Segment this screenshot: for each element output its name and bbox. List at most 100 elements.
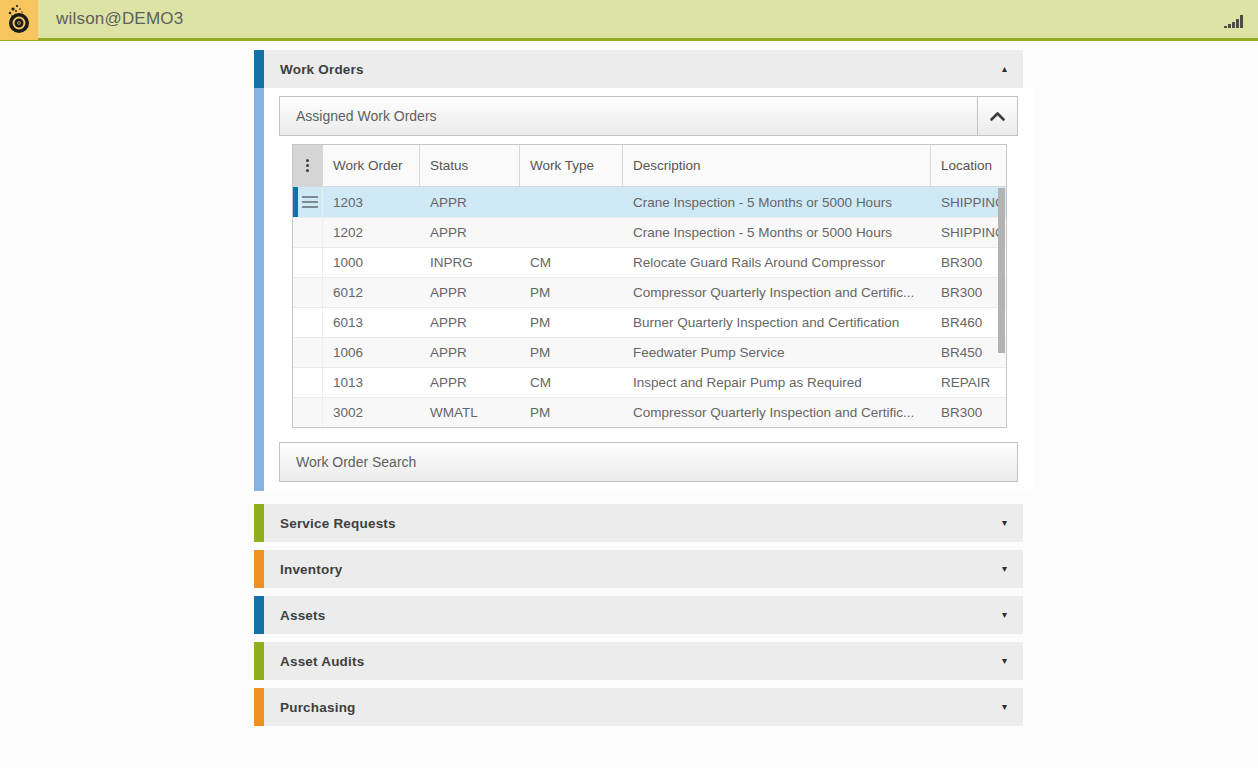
table-row[interactable]: 6012 APPR PM Compressor Quarterly Inspec… — [293, 277, 1006, 307]
work-order-search-label: Work Order Search — [280, 443, 1017, 481]
row-menu-cell[interactable] — [293, 338, 323, 367]
section-title: Purchasing — [280, 700, 356, 715]
section-work-orders: Work Orders ▴ Assigned Work Orders — [254, 50, 1023, 491]
row-menu-cell[interactable] — [293, 218, 323, 247]
vertical-ellipsis-icon — [306, 159, 309, 172]
cell-work-type: CM — [520, 368, 623, 397]
expand-arrow-icon[interactable]: ▾ — [1002, 564, 1007, 574]
expand-arrow-icon[interactable]: ▾ — [1002, 610, 1007, 620]
cell-work-order: 1013 — [323, 368, 420, 397]
cell-location: REPAIR — [931, 368, 1006, 397]
cell-work-type: PM — [520, 338, 623, 367]
section-service-requests[interactable]: Service Requests ▾ — [254, 504, 1023, 542]
cell-description: Compressor Quarterly Inspection and Cert… — [623, 278, 931, 307]
row-menu-cell[interactable] — [293, 368, 323, 397]
work-orders-table: Work Order Status Work Type Description … — [292, 144, 1007, 428]
row-menu-cell[interactable] — [293, 308, 323, 337]
section-accent-bar — [254, 550, 264, 588]
row-drag-handle-icon[interactable] — [302, 196, 318, 208]
work-orders-table-body: 1203 APPR Crane Inspection - 5 Months or… — [293, 187, 1006, 427]
cell-work-order: 6012 — [323, 278, 420, 307]
row-menu-cell[interactable] — [293, 278, 323, 307]
section-title: Assets — [280, 608, 325, 623]
cell-work-type: PM — [520, 308, 623, 337]
cell-status: APPR — [420, 187, 520, 217]
cell-work-order: 3002 — [323, 398, 420, 427]
cell-location: BR450 — [931, 338, 1006, 367]
table-row[interactable]: 1203 APPR Crane Inspection - 5 Months or… — [293, 187, 1006, 217]
section-title: Service Requests — [280, 516, 396, 531]
section-accent-bar — [254, 688, 264, 726]
table-row[interactable]: 6013 APPR PM Burner Quarterly Inspection… — [293, 307, 1006, 337]
cell-work-type: PM — [520, 398, 623, 427]
cell-location: BR300 — [931, 248, 1006, 277]
cell-description: Inspect and Repair Pump as Required — [623, 368, 931, 397]
expand-arrow-icon[interactable]: ▾ — [1002, 702, 1007, 712]
row-menu-cell[interactable] — [293, 187, 323, 217]
cell-status: APPR — [420, 218, 520, 247]
cell-work-type — [520, 187, 623, 217]
cell-work-order: 1000 — [323, 248, 420, 277]
cell-description: Crane Inspection - 5 Months or 5000 Hour… — [623, 187, 931, 217]
table-row[interactable]: 3002 WMATL PM Compressor Quarterly Inspe… — [293, 397, 1006, 427]
cell-work-type — [520, 218, 623, 247]
cell-description: Compressor Quarterly Inspection and Cert… — [623, 398, 931, 427]
table-row[interactable]: 1013 APPR CM Inspect and Repair Pump as … — [293, 367, 1006, 397]
table-row[interactable]: 1202 APPR Crane Inspection - 5 Months or… — [293, 217, 1006, 247]
assigned-work-orders-bar[interactable]: Assigned Work Orders — [279, 96, 1018, 136]
cell-work-order: 6013 — [323, 308, 420, 337]
cell-status: WMATL — [420, 398, 520, 427]
collapse-panel-button[interactable] — [977, 97, 1017, 135]
cell-work-type: CM — [520, 248, 623, 277]
cell-description: Burner Quarterly Inspection and Certific… — [623, 308, 931, 337]
collapse-arrow-icon[interactable]: ▴ — [1002, 64, 1007, 74]
top-bar: wilson@DEMO3 — [0, 0, 1258, 41]
cell-location: SHIPPING — [931, 187, 1006, 217]
cell-description: Crane Inspection - 5 Months or 5000 Hour… — [623, 218, 931, 247]
section-assets[interactable]: Assets ▾ — [254, 596, 1023, 634]
logged-in-user: wilson@DEMO3 — [56, 9, 183, 29]
work-orders-panel: Assigned Work Orders Work Order S — [254, 88, 1023, 491]
column-header-description[interactable]: Description — [623, 145, 931, 186]
cell-location: BR300 — [931, 398, 1006, 427]
cell-work-type: PM — [520, 278, 623, 307]
cell-location: BR300 — [931, 278, 1006, 307]
table-row[interactable]: 1000 INPRG CM Relocate Guard Rails Aroun… — [293, 247, 1006, 277]
section-accent-bar — [254, 642, 264, 680]
accordion-container: Work Orders ▴ Assigned Work Orders — [254, 50, 1023, 726]
column-header-location[interactable]: Location — [931, 145, 1006, 186]
table-scrollbar[interactable] — [998, 188, 1005, 353]
cell-status: INPRG — [420, 248, 520, 277]
expand-arrow-icon[interactable]: ▾ — [1002, 518, 1007, 528]
column-header-work-order[interactable]: Work Order — [323, 145, 420, 186]
table-options-header[interactable] — [293, 145, 323, 186]
chevron-up-icon — [990, 112, 1005, 121]
app-logo — [0, 0, 38, 40]
cell-location: BR460 — [931, 308, 1006, 337]
column-header-status[interactable]: Status — [420, 145, 520, 186]
section-title: Work Orders — [280, 62, 364, 77]
assigned-work-orders-label: Assigned Work Orders — [280, 97, 977, 135]
row-menu-cell[interactable] — [293, 398, 323, 427]
section-asset-audits[interactable]: Asset Audits ▾ — [254, 642, 1023, 680]
section-accent-bar — [254, 596, 264, 634]
cell-description: Feedwater Pump Service — [623, 338, 931, 367]
section-inventory[interactable]: Inventory ▾ — [254, 550, 1023, 588]
section-header-work-orders[interactable]: Work Orders ▴ — [254, 50, 1023, 88]
row-menu-cell[interactable] — [293, 248, 323, 277]
section-purchasing[interactable]: Purchasing ▾ — [254, 688, 1023, 726]
column-header-work-type[interactable]: Work Type — [520, 145, 623, 186]
work-order-search-bar[interactable]: Work Order Search — [279, 442, 1018, 482]
cell-location: SHIPPING — [931, 218, 1006, 247]
cell-work-order: 1202 — [323, 218, 420, 247]
cell-work-order: 1006 — [323, 338, 420, 367]
signal-strength-icon — [1224, 15, 1243, 28]
cell-status: APPR — [420, 338, 520, 367]
section-title: Asset Audits — [280, 654, 364, 669]
cell-work-order: 1203 — [323, 187, 420, 217]
section-accent-bar — [254, 50, 264, 88]
section-accent-bar — [254, 504, 264, 542]
maximo-anywhere-logo-icon — [4, 3, 34, 35]
table-row[interactable]: 1006 APPR PM Feedwater Pump Service BR45… — [293, 337, 1006, 367]
expand-arrow-icon[interactable]: ▾ — [1002, 656, 1007, 666]
